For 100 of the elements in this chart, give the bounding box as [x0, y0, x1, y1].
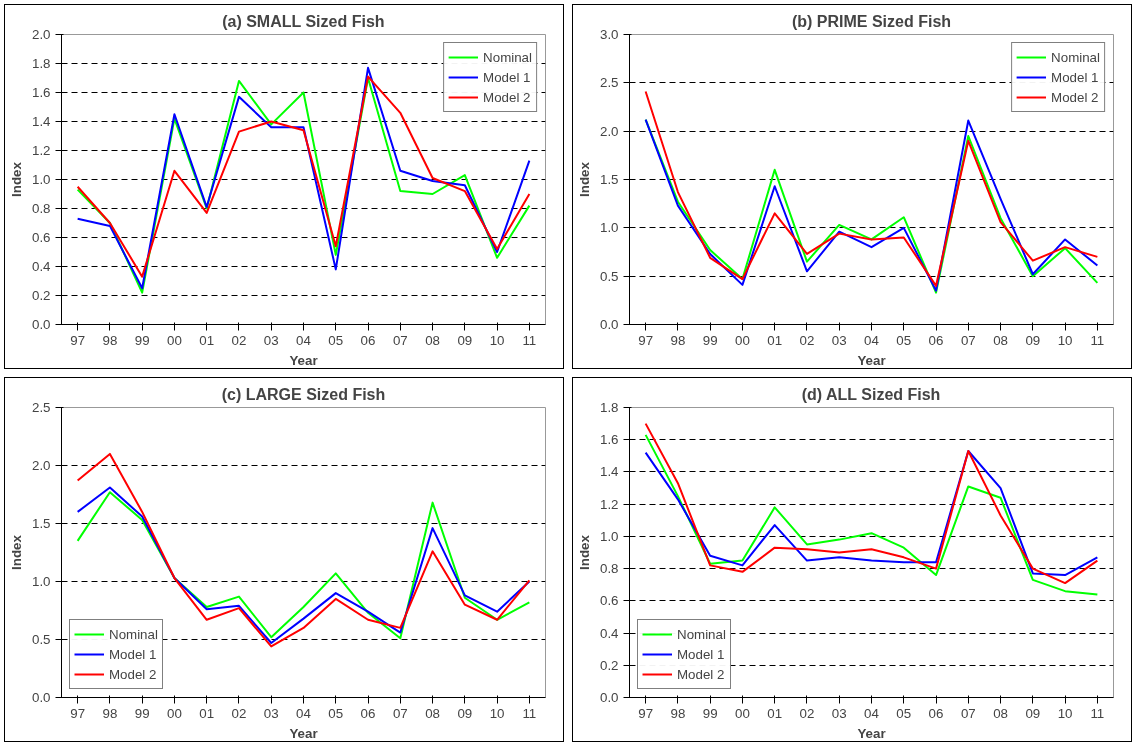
y-tick-label: 0.5 — [31, 632, 51, 647]
x-tick-label: 01 — [767, 332, 783, 348]
y-tick-label: 1.0 — [31, 574, 51, 589]
legend-label: Model 2 — [677, 666, 725, 682]
y-tick-label: 0.8 — [31, 201, 51, 216]
y-tick-label: 1.2 — [31, 143, 51, 158]
y-tick-label: 2.5 — [31, 400, 51, 415]
legend-label: Model 1 — [677, 646, 725, 662]
x-tick-label: 02 — [231, 705, 247, 721]
y-tick-label: 1.0 — [31, 172, 51, 187]
legend-label: Model 1 — [483, 69, 531, 85]
x-tick-label: 02 — [799, 705, 815, 721]
x-tick-label: 99 — [134, 705, 150, 721]
x-tick-label: 04 — [864, 705, 880, 721]
x-tick-label: 06 — [928, 332, 944, 348]
y-tick-label: 0.5 — [599, 268, 619, 284]
legend-label: Model 2 — [483, 89, 531, 105]
y-tick-label: 1.4 — [599, 464, 620, 480]
y-tick-label: 1.5 — [599, 172, 619, 187]
x-tick-label: 10 — [489, 705, 505, 721]
legend-label: Nominal — [483, 49, 532, 65]
x-tick-label: 09 — [457, 705, 473, 721]
x-tick-label: 06 — [360, 705, 376, 721]
x-tick-label: 09 — [1025, 705, 1041, 721]
x-axis-title: Year — [857, 352, 886, 368]
x-tick-label: 08 — [425, 332, 440, 348]
x-tick-label: 05 — [896, 332, 912, 348]
y-tick-label: 3.0 — [599, 27, 619, 42]
x-tick-label: 04 — [296, 705, 312, 721]
y-tick-label: 2.0 — [31, 458, 51, 473]
x-tick-label: 05 — [328, 705, 344, 721]
x-tick-label: 06 — [928, 705, 944, 721]
x-tick-label: 00 — [167, 705, 182, 721]
x-tick-label: 08 — [993, 705, 1008, 721]
x-tick-label: 07 — [392, 705, 408, 721]
x-tick-label: 99 — [702, 332, 718, 348]
x-tick-label: 00 — [735, 332, 750, 348]
y-tick-label: 1.5 — [31, 516, 51, 531]
x-tick-label: 05 — [896, 705, 912, 721]
x-tick-label: 09 — [1025, 332, 1041, 348]
x-tick-label: 02 — [231, 332, 247, 348]
x-tick-label: 06 — [360, 332, 376, 348]
y-tick-label: 0.6 — [599, 593, 619, 609]
x-tick-label: 01 — [199, 705, 215, 721]
y-tick-label: 0.4 — [31, 259, 52, 274]
x-tick-label: 00 — [167, 332, 182, 348]
x-tick-label: 03 — [263, 332, 279, 348]
legend-label: Model 1 — [1051, 69, 1099, 85]
x-tick-label: 99 — [702, 705, 718, 721]
y-axis-title: Index — [8, 534, 24, 570]
x-tick-label: 01 — [199, 332, 215, 348]
x-tick-label: 00 — [735, 705, 750, 721]
x-tick-label: 08 — [993, 332, 1008, 348]
x-tick-label: 03 — [263, 705, 279, 721]
y-tick-label: 0.0 — [599, 690, 619, 705]
y-tick-label: 1.6 — [599, 432, 619, 448]
y-tick-label: 1.2 — [599, 496, 619, 512]
x-tick-label: 10 — [489, 332, 505, 348]
x-tick-label: 07 — [392, 332, 408, 348]
x-tick-label: 04 — [296, 332, 312, 348]
x-tick-label: 05 — [328, 332, 344, 348]
x-tick-label: 03 — [831, 332, 847, 348]
y-tick-label: 1.8 — [31, 56, 51, 71]
x-axis-title: Year — [857, 725, 886, 741]
x-tick-label: 99 — [134, 332, 150, 348]
y-tick-label: 1.4 — [31, 114, 52, 129]
x-tick-label: 07 — [960, 705, 976, 721]
x-tick-label: 98 — [670, 332, 686, 348]
y-tick-label: 0.2 — [31, 288, 51, 303]
y-tick-label: 1.6 — [31, 85, 51, 100]
x-tick-label: 11 — [1090, 332, 1105, 348]
x-tick-label: 97 — [638, 705, 654, 721]
y-tick-label: 0.4 — [599, 625, 620, 641]
x-tick-label: 08 — [425, 705, 440, 721]
legend-label: Model 1 — [109, 646, 157, 662]
x-tick-label: 09 — [457, 332, 473, 348]
chart-title: (c) LARGE Sized Fish — [221, 385, 386, 403]
x-tick-label: 03 — [831, 705, 847, 721]
legend-label: Model 2 — [1051, 89, 1099, 105]
x-tick-label: 97 — [70, 705, 86, 721]
y-axis-title: Index — [576, 534, 592, 570]
chart-title: (a) SMALL Sized Fish — [222, 12, 385, 30]
x-tick-label: 97 — [638, 332, 654, 348]
x-axis-title: Year — [289, 725, 318, 741]
y-tick-label: 0.0 — [31, 317, 51, 332]
x-tick-label: 01 — [767, 705, 783, 721]
y-tick-label: 2.5 — [599, 75, 619, 91]
x-tick-label: 98 — [102, 332, 118, 348]
legend-label: Model 2 — [109, 666, 157, 682]
y-tick-label: 0.8 — [599, 561, 619, 577]
y-tick-label: 0.0 — [31, 690, 51, 705]
x-tick-label: 11 — [522, 332, 537, 348]
y-axis-title: Index — [8, 161, 24, 197]
legend-label: Nominal — [677, 626, 726, 642]
x-tick-label: 02 — [799, 332, 815, 348]
x-tick-label: 11 — [1090, 705, 1105, 721]
x-tick-label: 04 — [864, 332, 880, 348]
y-tick-label: 1.0 — [599, 220, 619, 236]
y-tick-label: 1.0 — [599, 528, 619, 544]
x-axis-title: Year — [289, 352, 318, 368]
